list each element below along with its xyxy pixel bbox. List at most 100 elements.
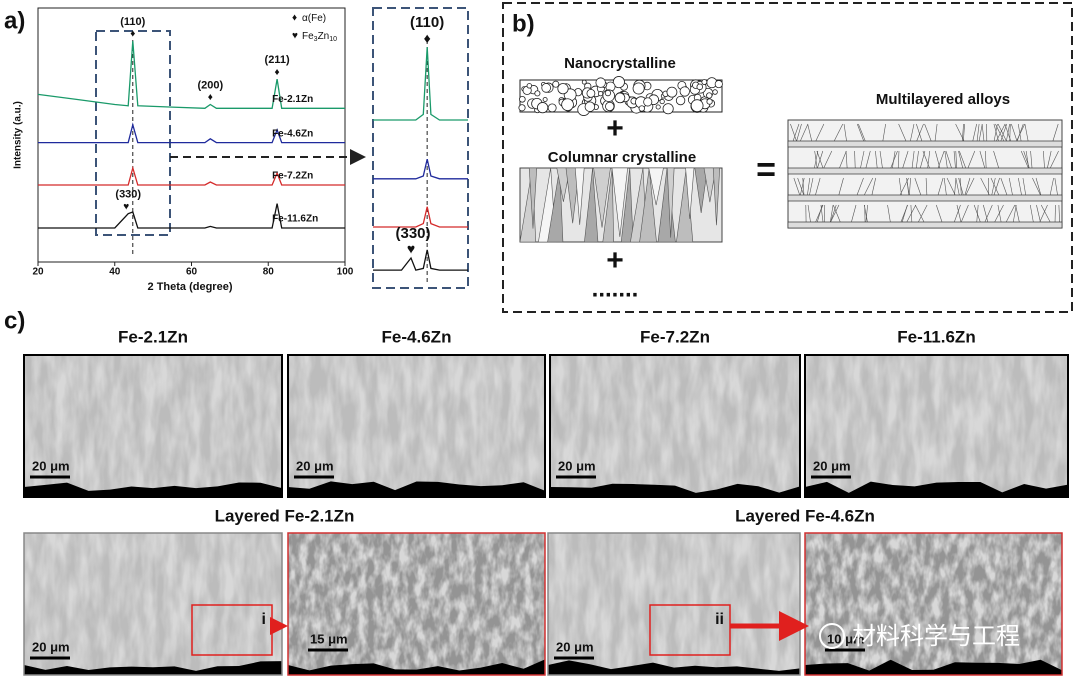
layer-line: [833, 123, 844, 142]
inset-frame: [372, 7, 469, 289]
grain: [557, 83, 569, 95]
layer-line: [823, 150, 833, 169]
grain: [584, 101, 596, 112]
legend-label: Fe3Zn10: [302, 31, 337, 43]
grain: [597, 91, 604, 97]
micrograph-frame: [804, 532, 1063, 676]
nano-layer: [787, 221, 1063, 229]
grain: [679, 86, 690, 97]
layer-line: [856, 177, 864, 196]
layer-line: [802, 177, 805, 196]
scale-bar-label: 15 μm: [310, 631, 348, 646]
layer-line: [980, 177, 990, 196]
column: [547, 167, 564, 243]
sample-edge: [805, 481, 1068, 497]
series-label: Fe-7.2Zn: [272, 171, 313, 182]
column: [556, 167, 571, 202]
layer-line: [1043, 150, 1045, 169]
layer-line: [898, 123, 907, 142]
layer-line: [1017, 123, 1022, 142]
layer-line: [1005, 204, 1016, 223]
scale-bar-label: 20 μm: [558, 458, 596, 473]
layer-line: [854, 150, 856, 169]
layer-line: [910, 123, 915, 142]
layer-line: [916, 123, 923, 142]
layer-line: [839, 150, 847, 169]
layer-line: [832, 204, 841, 223]
layer-line: [807, 204, 811, 223]
y-axis-title: Intensity (a.u.): [13, 101, 24, 169]
layer-line: [858, 123, 866, 142]
peak-marker: ♦: [130, 29, 135, 40]
micrograph-frame: [287, 532, 546, 676]
grain: [604, 89, 612, 97]
layer-line: [1032, 177, 1041, 196]
region-label: i: [262, 611, 266, 628]
sample-edge: [288, 659, 545, 675]
x-tick-label: 80: [263, 267, 275, 278]
xrd-pattern: [373, 249, 468, 271]
layer-line: [851, 204, 857, 223]
layer-line: [976, 123, 980, 142]
layer-line: [991, 177, 996, 196]
layer-line: [995, 123, 1005, 142]
region-label: ii: [715, 611, 724, 628]
grain: [518, 95, 526, 103]
schematic-detail: [518, 76, 1063, 243]
grain: [518, 104, 526, 112]
xrd-pattern: [38, 165, 345, 186]
plus: +: [606, 112, 624, 145]
layer-line: [1016, 123, 1024, 142]
layer-line: [959, 150, 966, 169]
grain: [552, 80, 560, 88]
legend-text: Zn: [318, 31, 330, 42]
peak-marker: ♥: [407, 241, 415, 257]
micrograph-texture: [805, 355, 1068, 497]
micrograph-texture: [288, 355, 545, 497]
layer-line: [967, 150, 976, 169]
layer-line: [958, 177, 964, 196]
peak-marker: ♦: [208, 92, 213, 103]
legend-text: Fe: [302, 31, 314, 42]
image-title: Fe-2.1Zn: [118, 327, 188, 346]
grain: [614, 92, 626, 104]
grain: [632, 82, 645, 95]
peak-label: (330): [115, 189, 141, 201]
layer-line: [887, 204, 891, 223]
xrd-pattern: [38, 203, 345, 229]
layer-line: [916, 123, 924, 142]
layer-line: [1015, 204, 1020, 223]
watermark: 材料科学与工程: [852, 622, 1020, 650]
micrograph-texture: [288, 533, 545, 675]
layer-line: [807, 123, 813, 142]
layer-line: [1025, 150, 1030, 169]
layer-line: [956, 204, 962, 223]
grain: [675, 95, 686, 106]
grain: [534, 90, 541, 97]
layer-line: [863, 204, 868, 223]
column: [685, 167, 695, 219]
ellipsis: .......: [592, 275, 639, 302]
layer-line: [978, 123, 983, 142]
panel-label: c): [4, 307, 25, 334]
grain: [714, 80, 723, 89]
layer-line: [800, 123, 809, 142]
image-title: Layered Fe-4.6Zn: [735, 506, 875, 525]
column: [528, 167, 538, 229]
grain: [638, 105, 645, 112]
equals: =: [756, 151, 776, 189]
column: [593, 167, 611, 228]
grain: [690, 99, 704, 113]
layer-line: [927, 150, 931, 169]
grain: [595, 77, 606, 88]
image-title: Fe-7.2Zn: [640, 327, 710, 346]
x-axis-title: 2 Theta (degree): [148, 281, 233, 293]
layer-line: [1050, 150, 1059, 169]
peak-marker: ♦: [275, 67, 280, 78]
layer-line: [983, 204, 989, 223]
layer-line: [981, 123, 985, 142]
micrograph-texture: [24, 355, 282, 497]
layer-line: [860, 150, 865, 169]
scale-bar-label: 20 μm: [556, 639, 594, 654]
layer-line: [843, 123, 847, 142]
